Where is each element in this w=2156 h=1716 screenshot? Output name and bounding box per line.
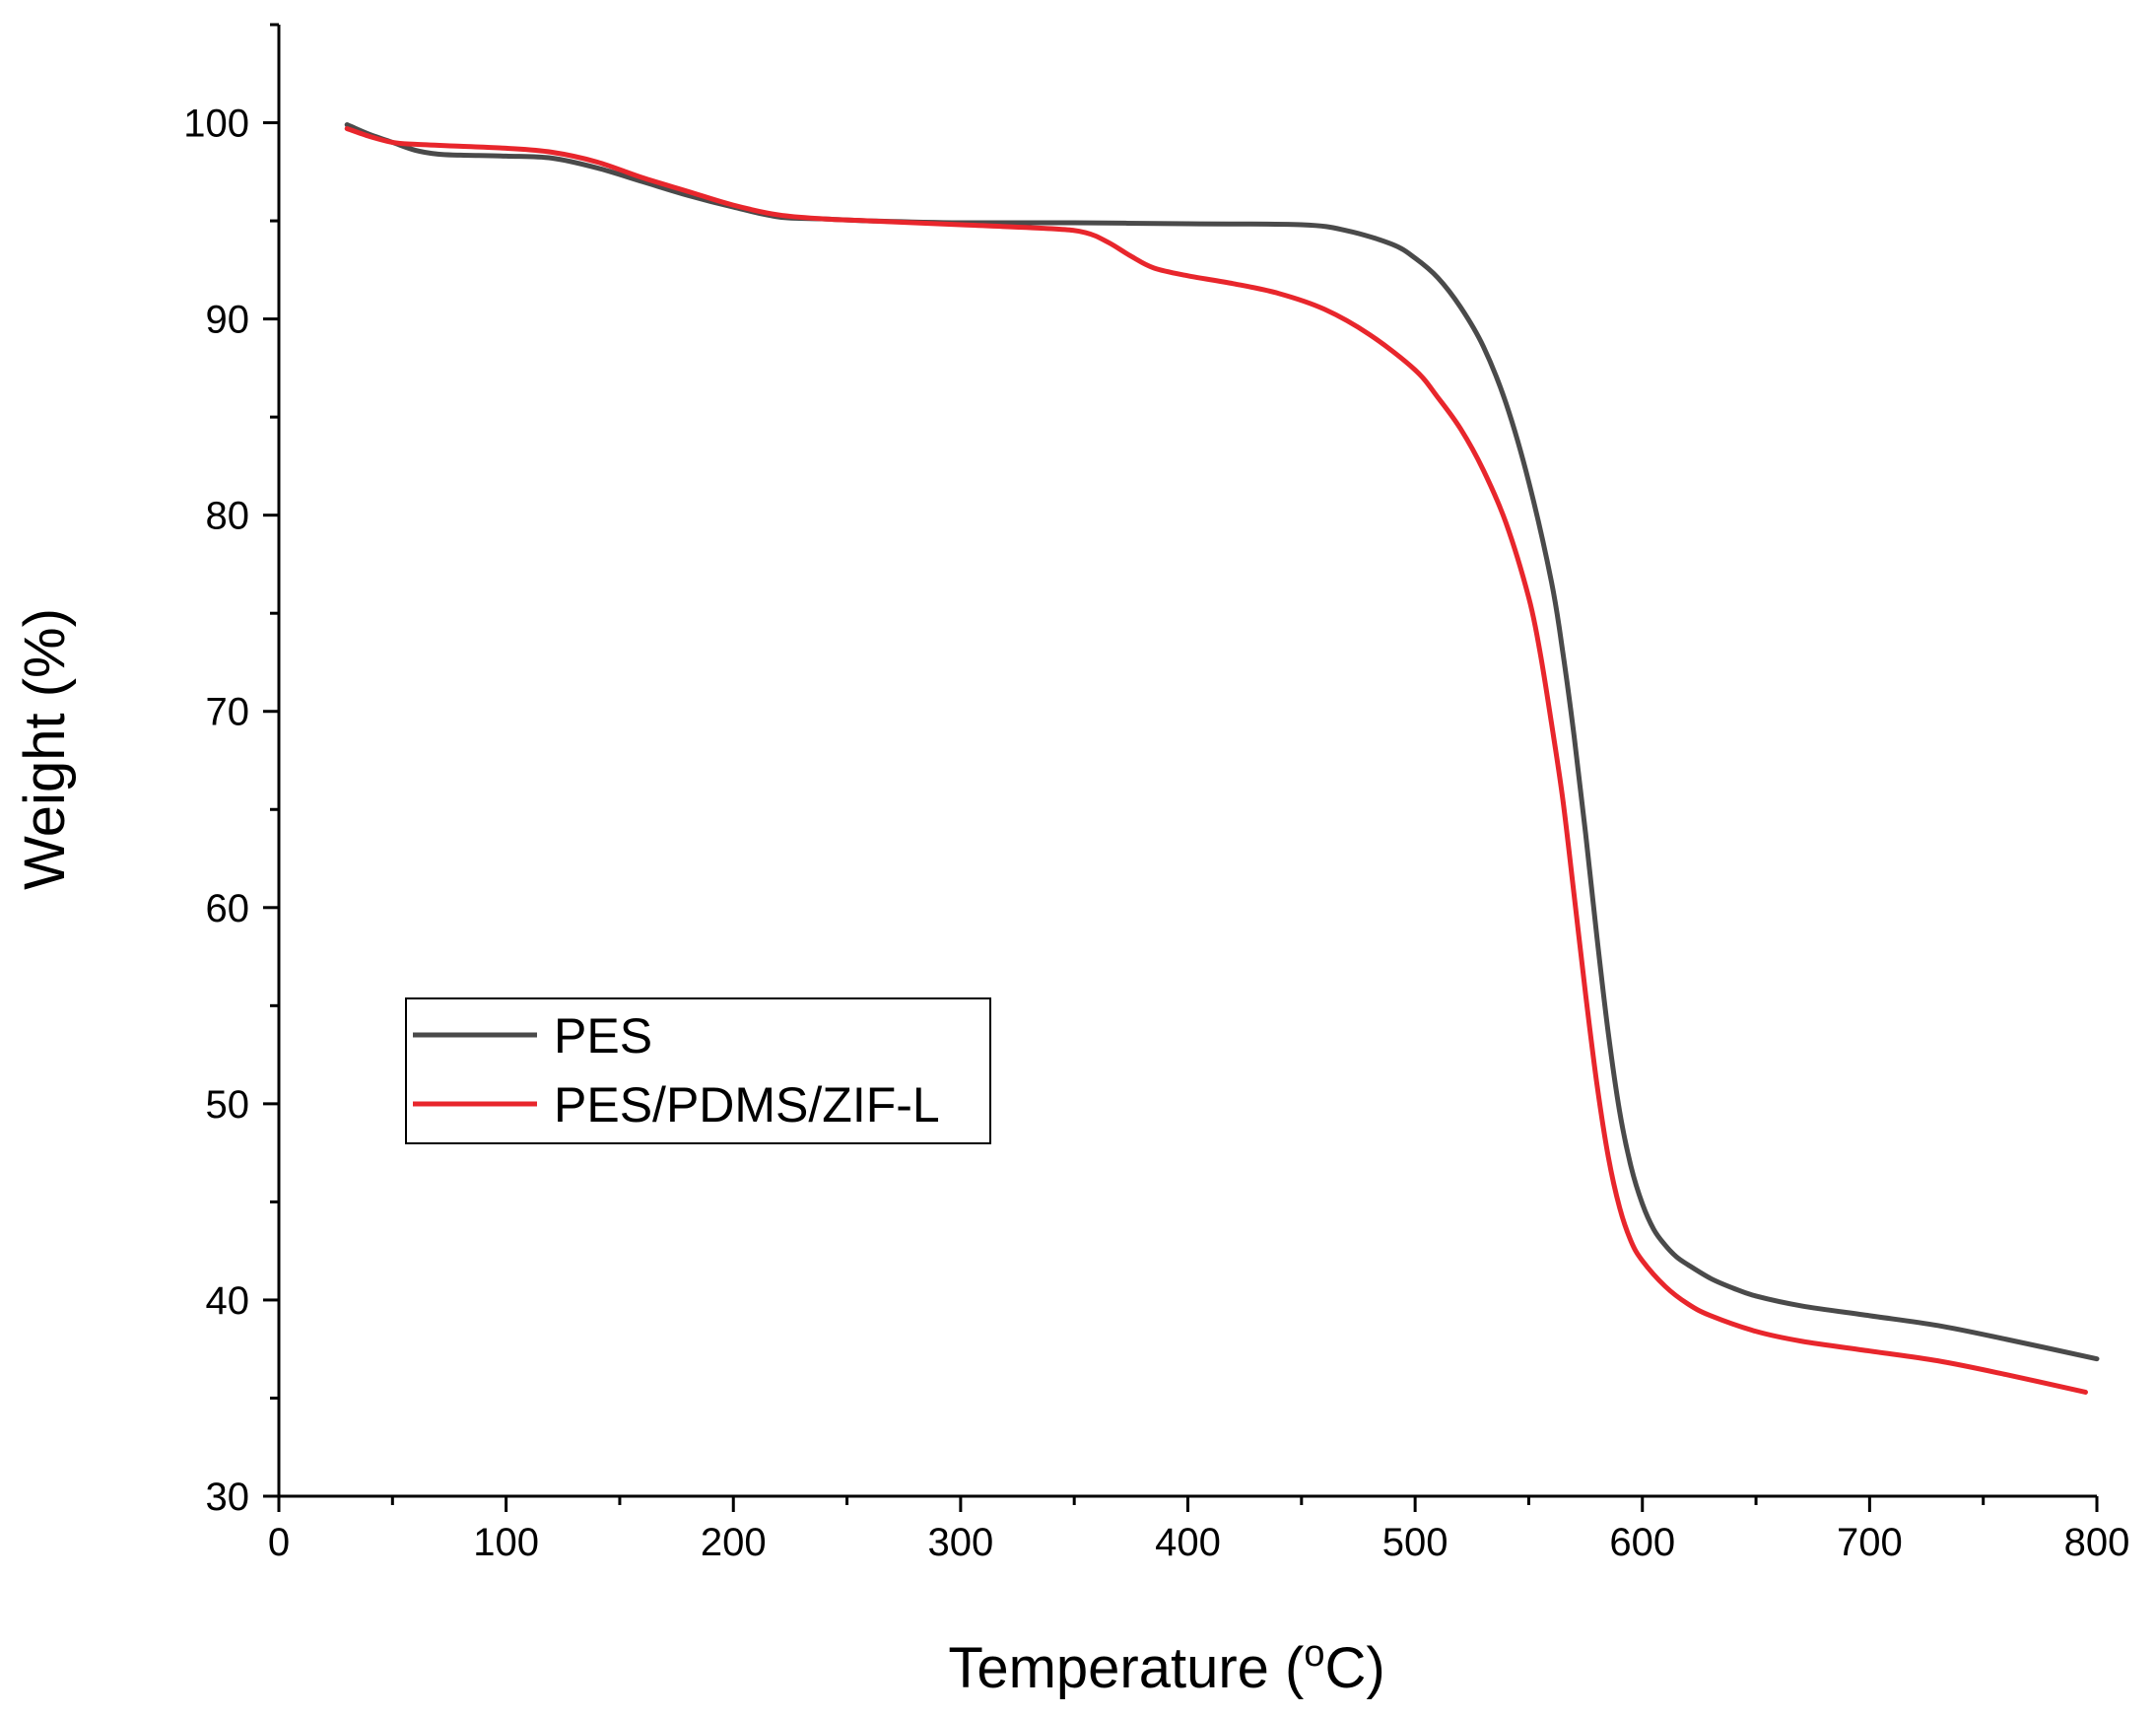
x-tick-label: 100 — [473, 1521, 539, 1564]
x-tick-label: 0 — [268, 1521, 290, 1564]
x-tick-label: 200 — [701, 1521, 767, 1564]
y-tick-label: 100 — [183, 103, 249, 146]
legend-box — [405, 997, 991, 1144]
series-line-pes-pdms-zif-l — [344, 126, 2088, 1395]
x-tick-label: 400 — [1155, 1521, 1221, 1564]
x-axis-title-main: Temperature ( — [948, 1636, 1304, 1700]
y-tick-label: 70 — [206, 691, 250, 734]
series-line-pes — [344, 122, 2100, 1362]
y-tick-label: 30 — [206, 1476, 250, 1519]
y-tick-label: 60 — [206, 887, 250, 930]
y-tick-label: 40 — [206, 1279, 250, 1323]
axes — [277, 25, 2097, 1498]
ticks: 0 100 200 300 400 500 600 700 800 30 40 50 60 70 80 90 1… — [183, 23, 2130, 1564]
legend-label-pes: PES — [554, 1008, 652, 1064]
x-tick-label: 500 — [1382, 1521, 1449, 1564]
x-axis-title: Temperature (oC) — [948, 1633, 1384, 1700]
x-tick-label: 800 — [2064, 1521, 2130, 1564]
x-axis-title-superscript: o — [1304, 1633, 1324, 1675]
legend: PES PES/PDMS/ZIF-L — [405, 997, 991, 1144]
y-tick-label: 80 — [206, 495, 250, 538]
y-axis-title: Weight (%) — [13, 608, 77, 890]
x-tick-label: 600 — [1609, 1521, 1675, 1564]
series-layer — [344, 122, 2100, 1395]
x-tick-label: 700 — [1837, 1521, 1903, 1564]
x-tick-label: 300 — [928, 1521, 994, 1564]
legend-label-pes-pdms-zif-l: PES/PDMS/ZIF-L — [554, 1077, 940, 1133]
x-axis-title-end: C) — [1324, 1636, 1384, 1700]
y-tick-label: 90 — [206, 299, 250, 342]
y-tick-label: 50 — [206, 1083, 250, 1127]
